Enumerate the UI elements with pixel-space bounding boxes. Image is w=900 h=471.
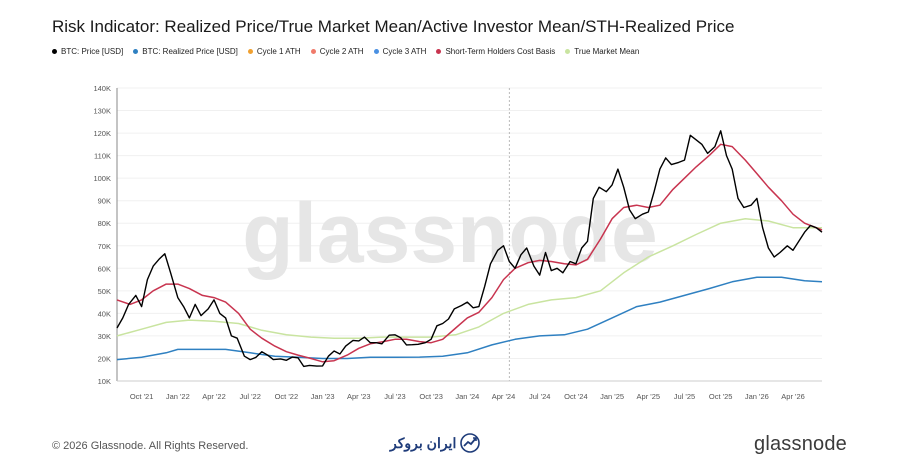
y-tick-label: 110K [94,152,111,161]
x-axis: Oct '21 Jan '22 Apr '22 Jul '22 Oct '22 Jan '… [117,380,822,401]
y-tick-label: 130K [93,107,111,116]
y-tick-label: 100K [93,174,111,183]
y-tick-label: 60K [98,264,111,273]
legend-label: Cycle 1 ATH [256,47,301,56]
x-tick-label: Jan '24 [455,392,479,401]
x-tick-label: Apr '22 [202,392,226,401]
x-tick-label: Jul '22 [239,392,260,401]
x-tick-label: Oct '25 [709,392,733,401]
y-axis: 10K 20K 30K 40K 50K 60K 70K 80K 90K 100K 110K 120K 1… [93,84,118,386]
glassnode-logo[interactable]: glassnode [754,433,847,455]
broker-logo[interactable]: ایران بروکر [390,433,481,453]
legend-swatch [565,49,571,54]
x-tick-label: Apr '24 [492,392,516,401]
gridlines [117,87,822,382]
y-tick-label: 50K [98,287,111,296]
y-tick-label: 40K [98,309,111,318]
legend-label: BTC: Price [USD] [61,47,124,56]
y-tick-label: 30K [98,332,111,341]
x-tick-label: Jan '22 [166,392,190,401]
legend-label: Cycle 3 ATH [382,47,427,56]
x-tick-label: Jan '23 [311,392,335,401]
legend: BTC: Price [USD] BTC: Realized Price [US… [52,47,649,56]
chart-title: Risk Indicator: Realized Price/True Mark… [52,17,735,36]
series-lines [116,130,823,368]
series-true-market-mean [116,217,822,339]
y-tick-label: 10K [98,377,111,386]
x-tick-label: Oct '22 [275,392,299,401]
series-btc-price [116,130,823,368]
legend-swatch [133,49,139,54]
y-tick-label: 80K [98,219,111,228]
series-realized-price [116,276,823,361]
x-tick-label: Jan '26 [745,392,769,401]
legend-swatch [373,49,379,54]
legend-label: Short-Term Holders Cost Basis [445,47,556,56]
legend-item-realized-price[interactable]: BTC: Realized Price [USD] [133,47,238,56]
legend-item-cycle-1-ath[interactable]: Cycle 1 ATH [247,47,301,56]
legend-item-cycle-3-ath[interactable]: Cycle 3 ATH [373,47,427,56]
legend-swatch [247,49,253,54]
legend-swatch [52,49,57,54]
legend-item-sth-cost-basis[interactable]: Short-Term Holders Cost Basis [436,47,555,56]
broker-name: ایران بروکر [390,434,457,451]
y-tick-label: 140K [93,84,111,93]
x-tick-label: Apr '25 [637,392,661,401]
y-tick-label: 70K [98,242,111,251]
chart-area: glassnode 10K 20K 30K 40K 50K 60K 70K 80K 90K 100… [93,84,823,401]
legend-swatch [310,49,316,54]
x-tick-label: Oct '23 [419,392,443,401]
y-tick-label: 120K [93,129,111,138]
legend-swatch [436,49,442,54]
x-tick-label: Jan '25 [600,392,624,401]
legend-item-cycle-2-ath[interactable]: Cycle 2 ATH [310,47,364,56]
legend-item-true-market-mean[interactable]: True Market Mean [565,47,639,56]
x-tick-label: Apr '23 [347,392,371,401]
series-sth-cost-basis [116,143,823,363]
x-tick-label: Jul '23 [384,392,405,401]
watermark: glassnode [242,186,657,280]
legend-item-btc-price[interactable]: BTC: Price [USD] [52,47,123,56]
x-tick-label: Oct '21 [130,392,154,401]
y-tick-label: 20K [98,354,111,363]
x-tick-label: Jul '24 [529,392,550,401]
trend-up-icon [460,433,481,453]
x-tick-label: Oct '24 [564,392,588,401]
y-tick-label: 90K [98,197,111,206]
x-tick-label: Apr '26 [781,392,805,401]
legend-label: True Market Mean [574,47,640,56]
legend-label: BTC: Realized Price [USD] [142,47,238,56]
x-tick-label: Jul '25 [674,392,695,401]
legend-label: Cycle 2 ATH [319,47,364,56]
footer-copyright: © 2026 Glassnode. All Rights Reserved. [52,440,249,452]
